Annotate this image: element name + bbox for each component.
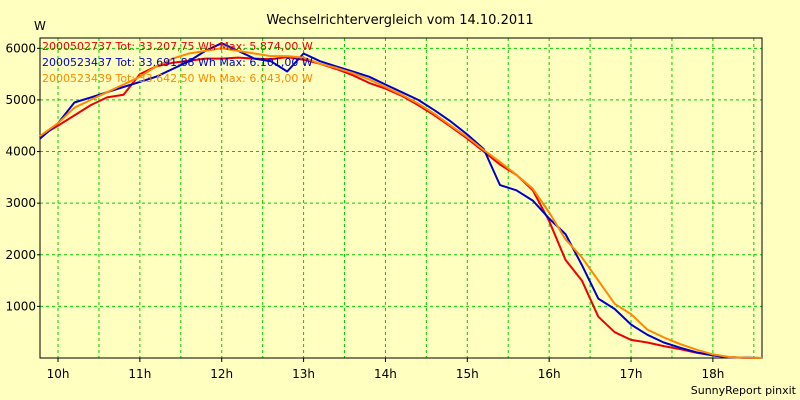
x-tick-label: 14h	[374, 367, 397, 381]
chart-title: Wechselrichtervergleich vom 14.10.2011	[266, 13, 533, 28]
x-tick-label: 10h	[47, 367, 70, 381]
x-tick-label: 15h	[456, 367, 479, 381]
x-tick-label: 18h	[701, 367, 724, 381]
series-lines	[39, 42, 763, 359]
x-tick-label: 17h	[620, 367, 643, 381]
series-line	[39, 47, 763, 359]
legend-entry: 2000523439 Tot: 33.642,50 Wh Max: 6.043,…	[42, 72, 313, 85]
y-tick-label: 4000	[5, 145, 36, 159]
y-axis-unit: W	[34, 19, 46, 33]
plot-frame	[39, 37, 763, 359]
legend: 2000502737 Tot: 33.207,75 Wh Max: 5.874,…	[42, 40, 313, 85]
x-axis-ticks: 10h 11h 12h 13h 14h 15h 16h 17h 18h	[47, 358, 724, 381]
chart-footer: SunnyReport pinxit	[691, 384, 797, 397]
y-tick-label: 5000	[5, 93, 36, 107]
x-tick-label: 12h	[210, 367, 233, 381]
y-tick-label: 2000	[5, 248, 36, 262]
series-line	[39, 42, 763, 359]
y-axis-ticks: 1000 2000 3000 4000 5000 6000	[5, 41, 40, 313]
grid	[40, 38, 762, 358]
y-tick-label: 6000	[5, 41, 36, 55]
x-tick-label: 16h	[538, 367, 561, 381]
x-tick-label: 13h	[292, 367, 315, 381]
x-tick-label: 11h	[128, 367, 151, 381]
legend-entry: 2000502737 Tot: 33.207,75 Wh Max: 5.874,…	[42, 40, 313, 53]
y-tick-label: 1000	[5, 299, 36, 313]
y-tick-label: 3000	[5, 196, 36, 210]
legend-entry: 2000523437 Tot: 33.691,88 Wh Max: 6.101,…	[42, 56, 313, 69]
